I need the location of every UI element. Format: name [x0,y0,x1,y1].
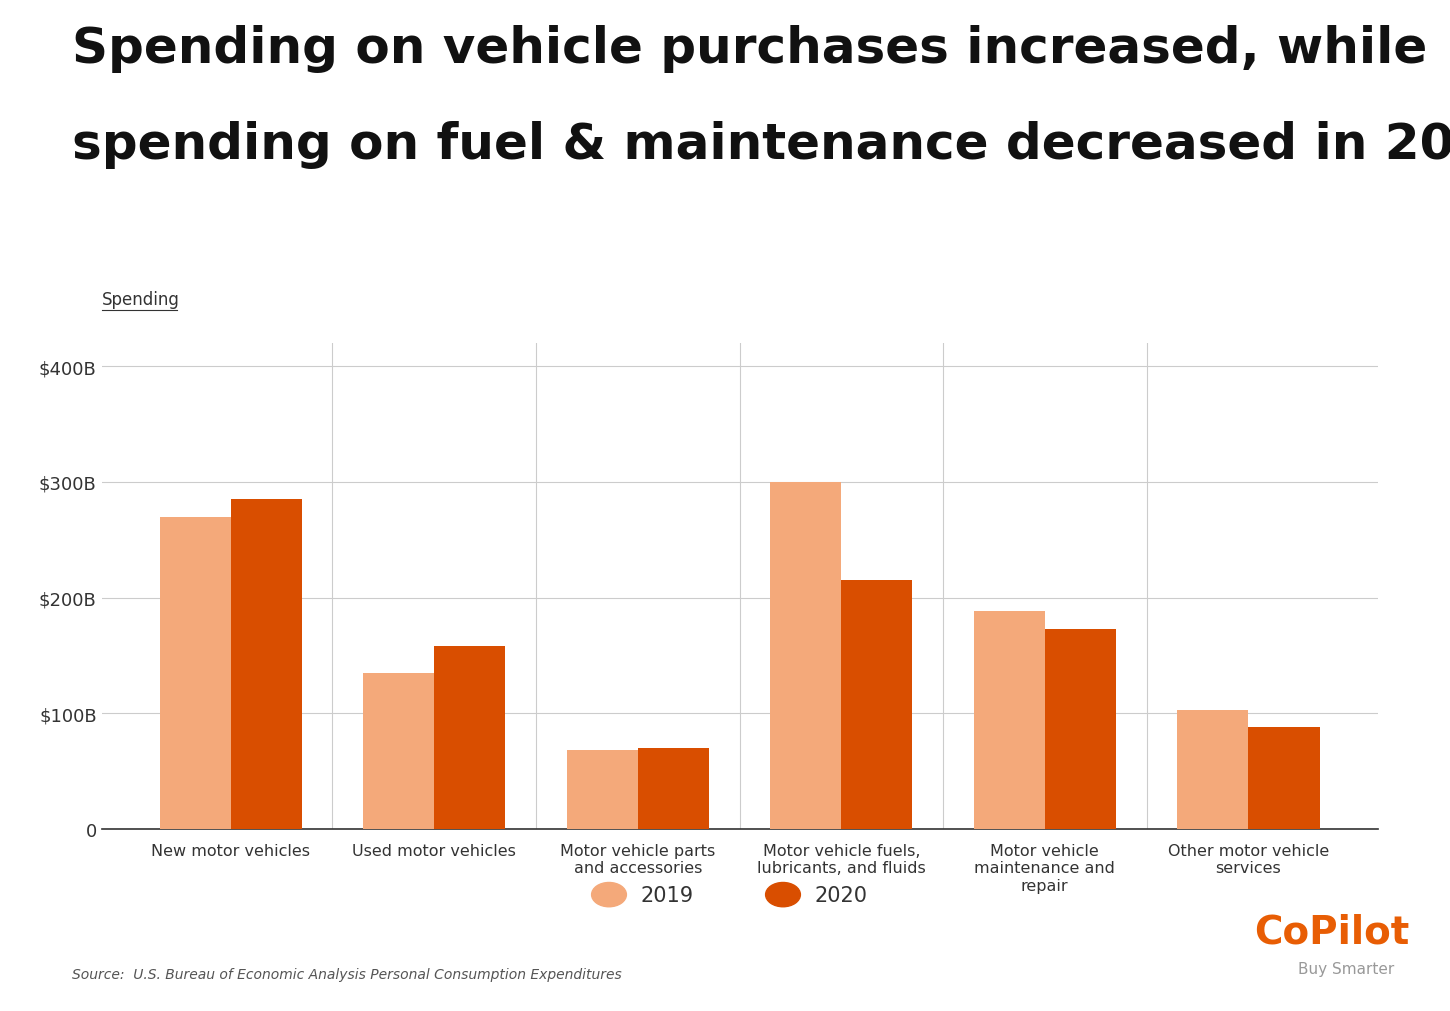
Text: Spending: Spending [102,290,180,308]
Bar [770,482,841,829]
Text: Source:  U.S. Bureau of Economic Analysis Personal Consumption Expenditures: Source: U.S. Bureau of Economic Analysis… [72,967,622,981]
Bar [638,748,709,829]
Bar [841,580,912,829]
Text: spending on fuel & maintenance decreased in 2020: spending on fuel & maintenance decreased… [72,121,1450,169]
Bar [434,646,506,829]
Text: 2019: 2019 [641,885,695,905]
Bar [362,673,434,829]
Bar [567,750,638,829]
Text: Buy Smarter: Buy Smarter [1298,960,1393,976]
Text: 2020: 2020 [815,885,869,905]
Text: CoPilot: CoPilot [1254,912,1409,950]
Bar [1045,629,1116,829]
Bar [231,499,302,829]
Bar [973,612,1045,829]
Bar [160,517,231,829]
Text: Spending on vehicle purchases increased, while: Spending on vehicle purchases increased,… [72,25,1428,73]
Bar [1177,710,1248,829]
Bar [1248,727,1320,829]
